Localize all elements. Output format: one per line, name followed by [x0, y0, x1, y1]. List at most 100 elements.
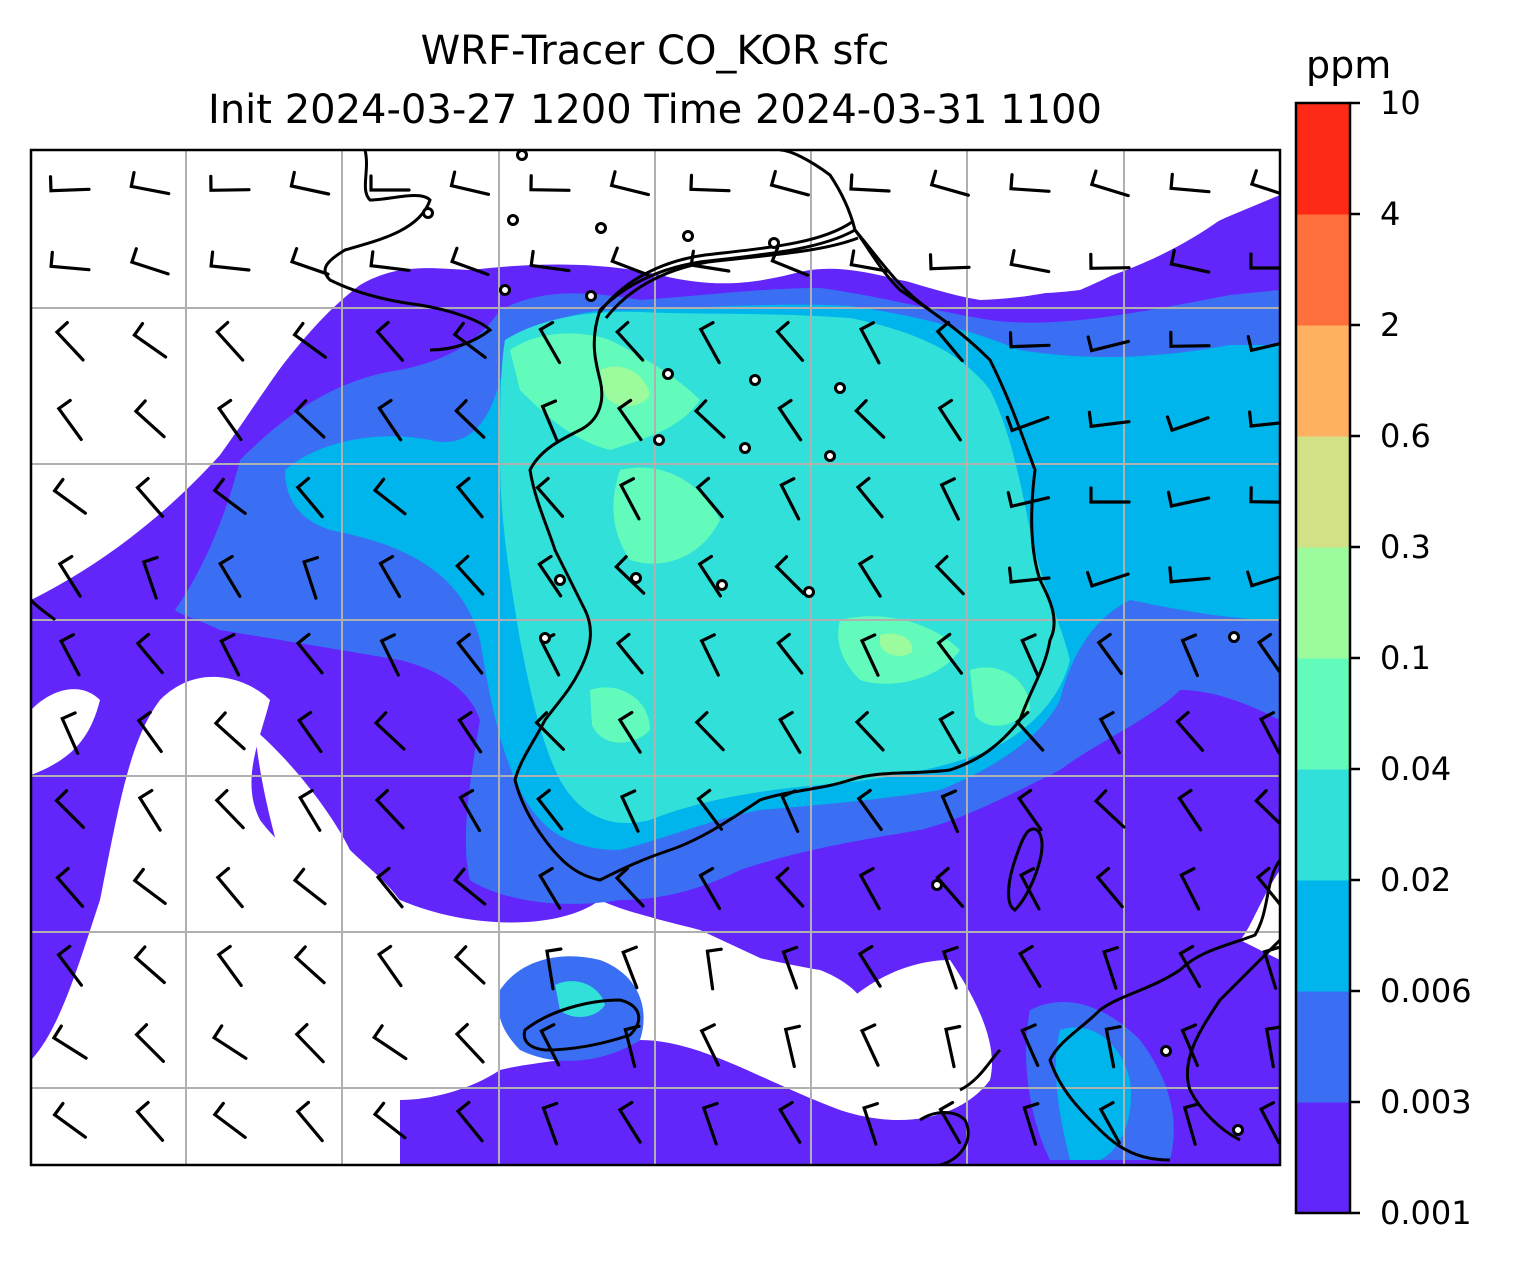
wind-barb	[614, 555, 646, 595]
wind-barb	[1016, 788, 1043, 832]
wind-barb	[1169, 248, 1211, 274]
map-gridlines	[31, 150, 1280, 1165]
colorbar-segment	[1296, 991, 1350, 1103]
wind-barb	[779, 477, 801, 521]
wind-barb	[1008, 566, 1051, 584]
wind-barb	[1256, 632, 1280, 675]
colorbar-tick-label: 0.04	[1380, 750, 1452, 788]
wind-barb	[212, 477, 247, 515]
wind-barb	[452, 321, 487, 359]
coastline-liaodong	[323, 150, 493, 352]
calm-circle	[539, 632, 551, 644]
wind-barb	[135, 1100, 165, 1142]
wind-barb	[373, 711, 406, 751]
calm-circle	[1228, 631, 1240, 643]
wind-barb	[216, 398, 243, 442]
wind-barb	[545, 947, 563, 991]
wind-barb	[529, 249, 571, 273]
colorbar-tick-label: 0.1	[1380, 639, 1431, 677]
wind-barb	[534, 711, 565, 751]
calm-circle	[422, 207, 434, 219]
wind-barb	[538, 866, 562, 910]
calm-circle	[739, 442, 751, 454]
wind-barb	[781, 945, 799, 990]
wind-barb	[135, 632, 164, 675]
wind-barb	[778, 1100, 802, 1144]
wind-barb	[292, 321, 327, 359]
calm-circle	[653, 434, 665, 446]
tsushima-island	[1007, 827, 1044, 912]
concentration-band-0.1	[600, 366, 650, 407]
wind-barb	[937, 398, 962, 442]
wind-barb	[450, 246, 490, 277]
wind-barb	[458, 788, 482, 833]
wind-barb	[215, 866, 244, 909]
wind-barb	[616, 398, 643, 442]
wind-barb	[689, 249, 731, 273]
wind-barb	[858, 867, 881, 911]
wind-barb	[371, 1024, 408, 1061]
wind-barb	[941, 945, 959, 990]
wind-barb	[944, 1024, 962, 1069]
wind-barb	[934, 555, 965, 596]
wind-barb	[295, 632, 324, 675]
wind-barb	[218, 554, 242, 598]
wind-barb	[1182, 1102, 1200, 1146]
wind-barb	[376, 944, 403, 988]
calm-circle	[1160, 1045, 1172, 1057]
wind-barb	[1098, 1101, 1121, 1145]
wind-barb	[136, 710, 163, 753]
wind-barb	[1177, 788, 1203, 832]
concentration-band-0.04	[613, 467, 720, 564]
calm-circle	[662, 368, 674, 380]
wind-barb	[219, 633, 241, 677]
wind-barb	[1168, 566, 1211, 584]
wind-barb	[856, 788, 883, 831]
wind-barb	[1087, 410, 1131, 429]
calm-circle	[585, 290, 597, 302]
wind-barb	[859, 633, 880, 677]
concentration-band-0.04	[590, 687, 650, 743]
wind-barb	[137, 788, 162, 832]
colorbar-tick-label: 4	[1380, 195, 1401, 233]
wind-barb	[1018, 944, 1042, 988]
wind-barb	[859, 1023, 880, 1067]
map-frame	[29, 148, 1282, 1167]
colorbar-segment	[1296, 880, 1350, 992]
wind-barb	[453, 945, 486, 985]
wind-barb	[1246, 335, 1280, 353]
wind-barb	[1089, 486, 1131, 504]
calm-circle	[554, 574, 566, 586]
wind-barb	[1005, 415, 1050, 433]
wind-barb	[294, 1022, 325, 1064]
low-concentration-region	[610, 918, 870, 1063]
wind-barb	[449, 170, 491, 196]
wind-barb	[296, 710, 323, 754]
kyushu-coastline	[919, 1048, 1002, 1165]
colorbar-segment	[1296, 325, 1350, 437]
wind-barb	[697, 554, 722, 598]
colorbar-segment	[1296, 547, 1350, 659]
concentration-band-0.02	[500, 311, 1070, 824]
wind-barb	[133, 399, 166, 439]
wind-barb	[776, 632, 804, 675]
wind-barb	[302, 556, 319, 600]
low-concentration-region	[255, 730, 442, 1100]
wind-barb	[372, 1101, 407, 1140]
concentration-band-0.04	[970, 667, 1030, 726]
colorbar-tick-label: 0.006	[1380, 972, 1472, 1010]
wind-barb	[698, 321, 721, 365]
wind-barb	[1104, 1025, 1122, 1069]
calm-circle	[931, 879, 943, 891]
wind-barb	[778, 710, 802, 754]
calm-circle	[516, 150, 528, 161]
wind-barbs	[48, 169, 1280, 1146]
wind-barb	[615, 320, 645, 362]
wind-barb	[1089, 169, 1130, 198]
wind-barb	[377, 398, 403, 442]
wind-barb	[1095, 866, 1124, 909]
calm-circle	[749, 374, 761, 386]
wind-barb	[1249, 252, 1280, 270]
wind-barb	[129, 171, 171, 196]
wind-barb	[938, 1100, 962, 1145]
